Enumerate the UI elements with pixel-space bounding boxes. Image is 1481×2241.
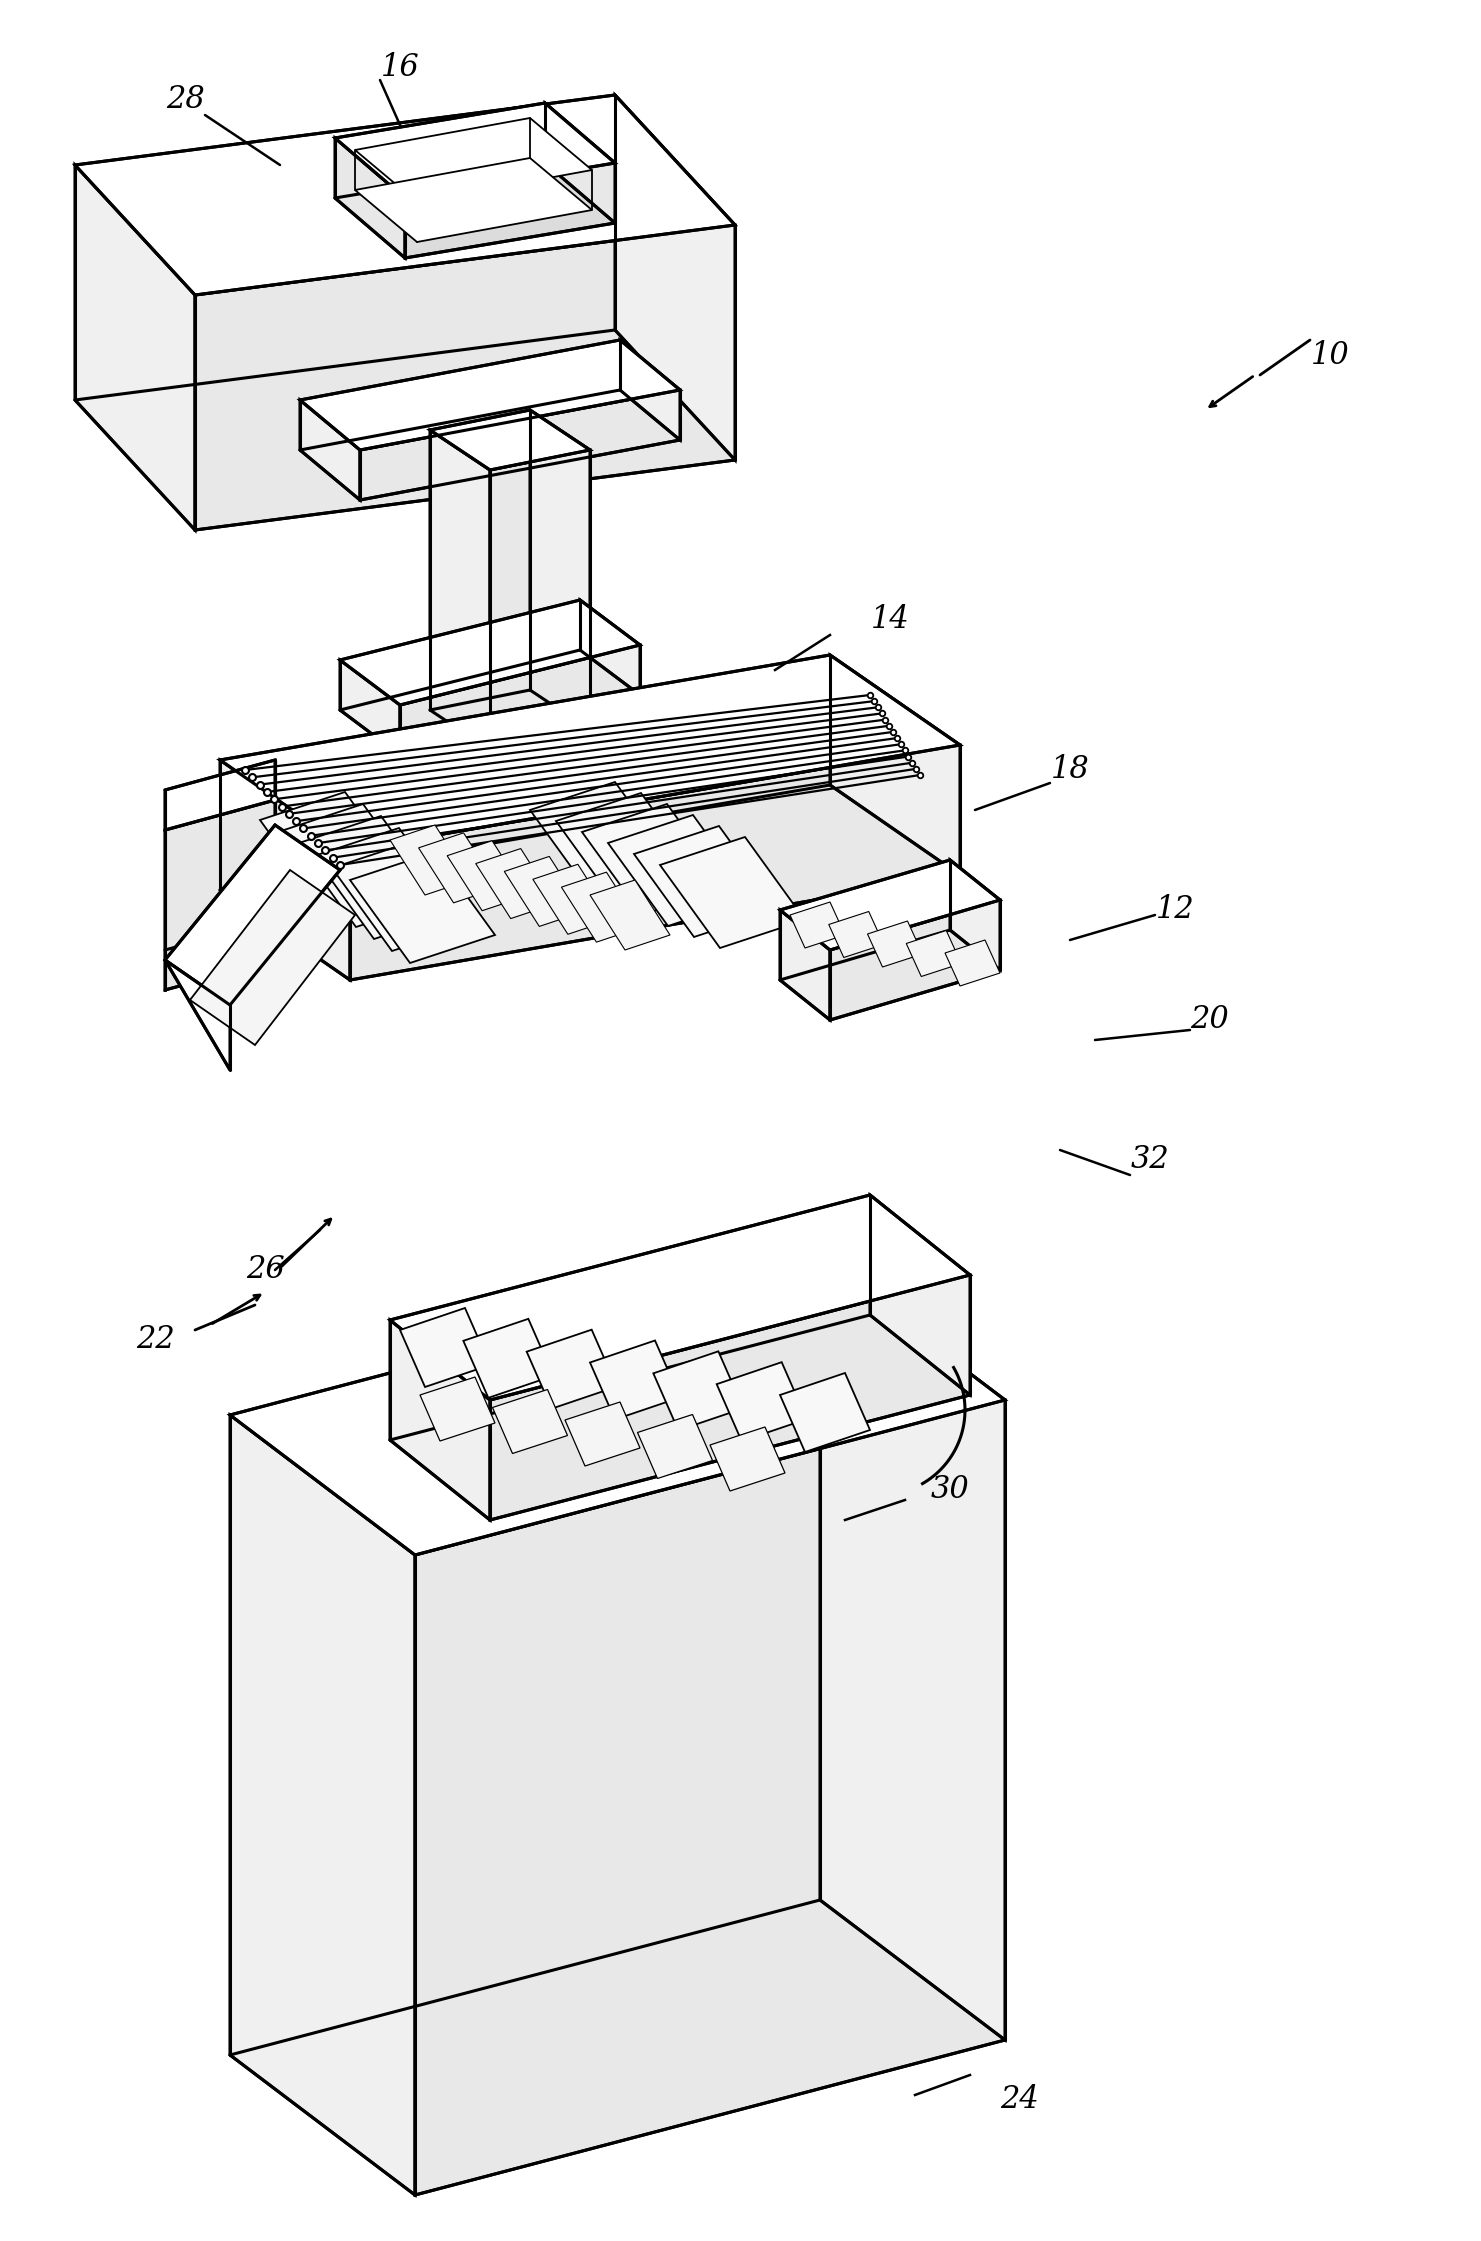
Text: 14: 14 <box>871 605 909 636</box>
Polygon shape <box>404 164 615 258</box>
Polygon shape <box>820 1259 1006 2039</box>
Polygon shape <box>609 816 752 926</box>
Polygon shape <box>637 1414 712 1479</box>
Polygon shape <box>360 390 680 500</box>
Text: 28: 28 <box>166 85 204 117</box>
Polygon shape <box>296 816 441 928</box>
Text: 32: 32 <box>1130 1145 1170 1177</box>
Text: 30: 30 <box>930 1475 970 1506</box>
Polygon shape <box>195 224 735 531</box>
Polygon shape <box>621 341 680 439</box>
Polygon shape <box>278 805 424 914</box>
Polygon shape <box>429 430 490 751</box>
Polygon shape <box>533 865 613 934</box>
Polygon shape <box>301 399 360 500</box>
Polygon shape <box>589 881 669 950</box>
Text: 26: 26 <box>246 1255 284 1286</box>
Polygon shape <box>335 103 615 197</box>
Polygon shape <box>490 450 589 751</box>
Polygon shape <box>314 827 459 939</box>
Polygon shape <box>564 1403 640 1466</box>
Polygon shape <box>634 827 779 937</box>
Polygon shape <box>164 825 341 1004</box>
Polygon shape <box>421 1376 495 1441</box>
Polygon shape <box>530 410 589 731</box>
Polygon shape <box>355 119 592 202</box>
Polygon shape <box>76 94 735 296</box>
Polygon shape <box>332 840 477 950</box>
Polygon shape <box>390 1194 970 1401</box>
Polygon shape <box>415 1401 1006 2194</box>
Polygon shape <box>780 1374 869 1452</box>
Polygon shape <box>341 601 640 706</box>
Polygon shape <box>261 791 404 903</box>
Polygon shape <box>419 834 499 903</box>
Polygon shape <box>906 930 961 977</box>
Polygon shape <box>221 654 960 849</box>
Polygon shape <box>615 94 735 459</box>
Text: 20: 20 <box>1191 1004 1229 1035</box>
Text: 22: 22 <box>136 1324 175 1356</box>
Text: 24: 24 <box>1001 2084 1040 2116</box>
Polygon shape <box>949 861 1000 970</box>
Polygon shape <box>868 921 923 968</box>
Polygon shape <box>829 654 960 874</box>
Polygon shape <box>530 782 675 892</box>
Polygon shape <box>493 1389 567 1454</box>
Polygon shape <box>490 1275 970 1519</box>
Polygon shape <box>350 852 495 964</box>
Polygon shape <box>335 139 404 258</box>
Polygon shape <box>780 910 829 1020</box>
Polygon shape <box>505 856 585 926</box>
Polygon shape <box>581 601 640 695</box>
Polygon shape <box>164 959 230 1069</box>
Polygon shape <box>301 341 680 450</box>
Polygon shape <box>789 901 846 948</box>
Polygon shape <box>869 1194 970 1394</box>
Polygon shape <box>717 1363 807 1441</box>
Polygon shape <box>582 805 727 914</box>
Polygon shape <box>341 661 400 755</box>
Text: 16: 16 <box>381 52 419 83</box>
Polygon shape <box>190 870 355 1044</box>
Polygon shape <box>661 836 806 948</box>
Polygon shape <box>780 861 1000 950</box>
Polygon shape <box>400 1309 490 1387</box>
Text: 18: 18 <box>1050 755 1090 787</box>
Polygon shape <box>945 939 1000 986</box>
Polygon shape <box>829 912 884 957</box>
Polygon shape <box>390 1320 490 1519</box>
Polygon shape <box>76 166 195 531</box>
Polygon shape <box>429 410 589 471</box>
Text: 12: 12 <box>1155 894 1194 926</box>
Polygon shape <box>464 1320 554 1398</box>
Polygon shape <box>653 1351 743 1430</box>
Polygon shape <box>829 901 1000 1020</box>
Polygon shape <box>390 825 469 894</box>
Polygon shape <box>400 645 640 755</box>
Polygon shape <box>545 103 615 224</box>
Polygon shape <box>561 872 641 941</box>
Polygon shape <box>164 760 275 829</box>
Polygon shape <box>709 1428 785 1490</box>
Polygon shape <box>527 1329 616 1410</box>
Polygon shape <box>355 159 592 242</box>
Polygon shape <box>447 840 527 910</box>
Polygon shape <box>230 1259 1006 1555</box>
Polygon shape <box>230 1414 415 2194</box>
Polygon shape <box>589 1340 680 1419</box>
Polygon shape <box>475 849 555 919</box>
Polygon shape <box>350 744 960 979</box>
Polygon shape <box>221 760 350 979</box>
Text: 10: 10 <box>1311 338 1349 370</box>
Polygon shape <box>555 793 701 903</box>
Polygon shape <box>164 800 275 991</box>
